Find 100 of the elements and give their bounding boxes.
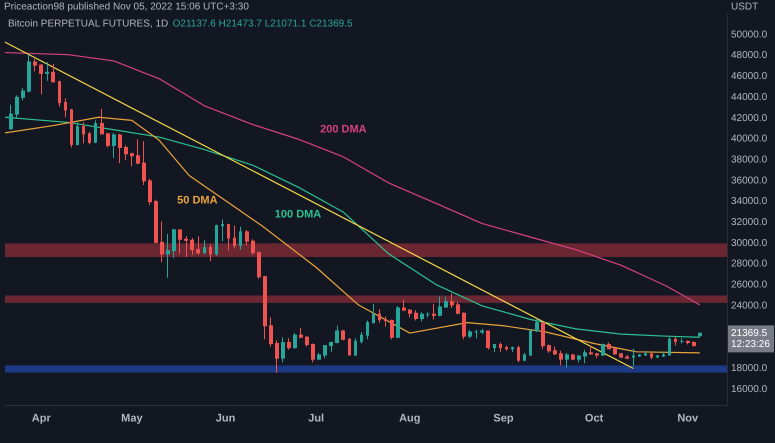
candlestick: [698, 332, 702, 337]
line-series: [4, 52, 700, 306]
y-tick-label: 32000.0: [731, 217, 768, 228]
candlestick: [426, 312, 430, 318]
candlestick: [281, 336, 285, 363]
candlestick: [9, 104, 13, 130]
candlestick: [656, 354, 659, 359]
candlestick: [154, 199, 158, 244]
y-axis-title: USDT: [731, 2, 758, 12]
y-tick-label: 28000.0: [731, 258, 768, 270]
candlestick: [251, 238, 255, 256]
candlestick: [148, 178, 152, 206]
candlestick: [287, 338, 291, 350]
y-tick-label: 50000.0: [731, 29, 768, 40]
candlestick: [45, 61, 49, 82]
candlestick: [595, 352, 599, 359]
candlestick: [341, 329, 345, 341]
candlestick: [227, 223, 230, 252]
chart-title: Bitcoin PERPETUAL FUTURES, 1D: [8, 18, 168, 30]
candlestick: [354, 338, 357, 356]
candlestick: [88, 131, 91, 145]
y-tick-label: 34000.0: [731, 196, 768, 208]
candlestick: [499, 342, 502, 352]
x-tick-label: Jun: [216, 412, 236, 424]
series-label: 50 DMA: [177, 194, 218, 207]
candlestick: [511, 346, 514, 352]
candlestick: [505, 345, 508, 352]
candlestick: [650, 352, 653, 360]
candlestick: [662, 351, 665, 358]
candlestick: [27, 54, 31, 93]
candlestick: [384, 316, 387, 328]
candlestick: [142, 140, 146, 186]
candlestick: [559, 350, 563, 366]
candlestick: [523, 352, 526, 362]
candlestick: [257, 251, 261, 280]
candlestick: [601, 342, 605, 356]
candlestick: [196, 236, 200, 256]
candlestick: [390, 319, 394, 340]
y-tick-label: 40000.0: [731, 134, 768, 145]
series-label: 200 DMA: [320, 123, 367, 136]
candlestick: [468, 329, 472, 339]
candlestick: [686, 340, 690, 346]
candlestick: [51, 64, 55, 84]
candlestick: [456, 301, 460, 315]
candlestick: [462, 312, 466, 340]
candlestick: [372, 303, 375, 324]
y-tick-label: 24000.0: [731, 300, 768, 312]
candlestick: [160, 220, 164, 263]
candlestick: [233, 225, 236, 250]
candlestick: [245, 229, 249, 246]
candlestick: [203, 240, 206, 254]
candlestick: [15, 94, 19, 119]
candlestick: [486, 330, 490, 350]
candlestick: [299, 327, 303, 339]
y-tick-label: 16000.0: [731, 384, 768, 395]
candlestick: [402, 299, 406, 312]
text: 21369.5: [731, 328, 768, 339]
candlestick: [668, 336, 671, 356]
x-tick-label: Jul: [308, 412, 324, 424]
candlestick: [444, 296, 448, 309]
candlestick: [58, 80, 61, 108]
candlestick: [172, 228, 176, 258]
annotation: O21137.6 H21473.7 L21071.1 C21369.5: [172, 18, 354, 30]
candlestick: [541, 322, 545, 350]
candlestick: [317, 352, 321, 361]
candlestick: [239, 226, 242, 250]
x-tick-label: Aug: [399, 412, 420, 424]
candlestick: [136, 138, 140, 165]
candlestick: [450, 292, 454, 309]
y-tick-label: 48000.0: [731, 50, 768, 62]
candlestick: [21, 88, 25, 102]
candlestick: [130, 152, 134, 167]
candlestick: [420, 312, 424, 322]
series-label: 100 DMA: [274, 208, 322, 221]
candlestick: [619, 352, 623, 359]
candlestick: [674, 336, 677, 346]
candlestick: [106, 132, 110, 148]
candlestick: [178, 229, 182, 254]
candlestick: [607, 342, 611, 350]
candlestick: [396, 305, 400, 339]
y-tick-label: 36000.0: [731, 175, 768, 186]
candlestick: [583, 349, 587, 364]
candlestick: [553, 346, 557, 356]
candlestick: [613, 347, 617, 356]
candlestick: [124, 144, 128, 160]
candlestick: [577, 354, 581, 363]
candlestick: [632, 348, 635, 367]
candlestick: [166, 234, 170, 278]
candlestick: [378, 308, 381, 324]
candlestick: [118, 133, 122, 164]
candlestick: [311, 342, 315, 363]
x-tick-label: May: [121, 412, 144, 424]
candlestick: [571, 353, 575, 361]
candlestick: [638, 353, 641, 358]
text: 12:23:26: [731, 338, 770, 350]
candlestick: [335, 325, 339, 344]
candlestick: [215, 224, 218, 256]
candlestick: [221, 218, 224, 242]
candlestick: [625, 354, 629, 360]
y-tick-label: 30000.0: [731, 238, 768, 249]
